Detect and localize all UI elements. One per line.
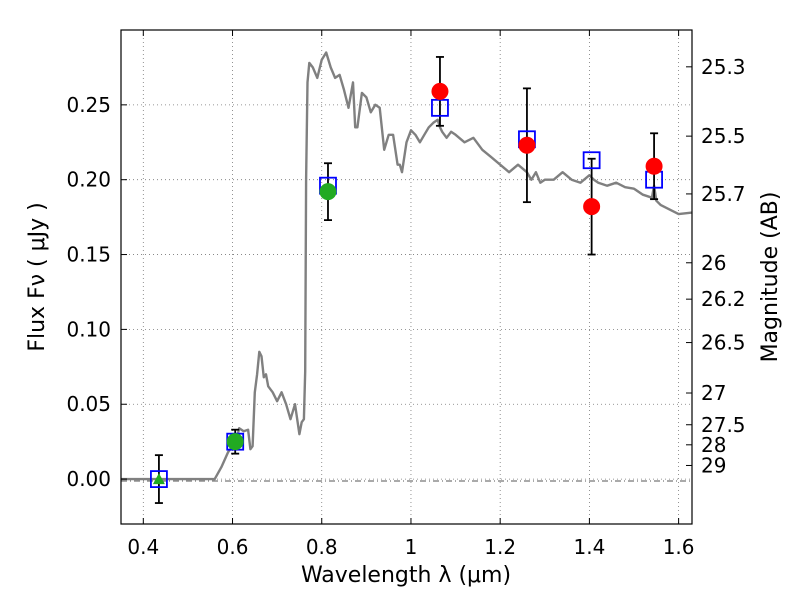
magnitude-tick-label: 26.5 bbox=[701, 331, 746, 355]
marker-layer bbox=[150, 82, 663, 488]
magnitude-tick-label: 28 bbox=[701, 433, 726, 457]
magnitude-tick-label: 25.3 bbox=[701, 55, 746, 79]
observed-nir-point bbox=[583, 198, 601, 216]
y-tick-label: 0.10 bbox=[66, 317, 111, 341]
observed-nir-point bbox=[431, 82, 449, 100]
x-tick-label: 0.4 bbox=[127, 535, 159, 559]
magnitude-tick-label: 25.7 bbox=[701, 182, 746, 206]
y-tick-label: 0.00 bbox=[66, 467, 111, 491]
plot-frame bbox=[120, 29, 693, 525]
x-tick-label: 0.8 bbox=[306, 535, 338, 559]
magnitude-tick-label: 27.5 bbox=[701, 413, 746, 437]
y-tick-label: 0.25 bbox=[66, 93, 111, 117]
model-band-square bbox=[150, 470, 168, 488]
y-axis-ticks: 0.00 0.05 0.10 0.15 0.20 0.25 bbox=[66, 93, 127, 491]
y-tick-label: 0.05 bbox=[66, 392, 111, 416]
model-spectrum-line bbox=[121, 51, 693, 481]
x-tick-label: 1.2 bbox=[484, 535, 516, 559]
x-axis-label: Wavelength λ (μm) bbox=[301, 563, 511, 588]
y-axis-label: Flux Fν ( μJy ) bbox=[25, 202, 50, 351]
magnitude-tick-label: 29 bbox=[701, 453, 726, 477]
x-tick-label: 1.4 bbox=[573, 535, 605, 559]
model-spectrum-layer bbox=[121, 51, 693, 481]
magnitude-tick-label: 26.2 bbox=[701, 287, 746, 311]
observed-optical-point bbox=[226, 433, 244, 451]
y-tick-label: 0.15 bbox=[66, 243, 111, 267]
observed-nir-point bbox=[645, 157, 663, 175]
observed-optical-upper-limit bbox=[152, 473, 165, 485]
model-band-square bbox=[582, 151, 601, 170]
x-tick-label: 0.6 bbox=[217, 535, 249, 559]
y-tick-label: 0.20 bbox=[66, 168, 111, 192]
x-tick-label: 1 bbox=[405, 535, 418, 559]
x-tick-label: 1.6 bbox=[663, 535, 695, 559]
plot-background bbox=[121, 30, 692, 524]
x-axis-ticks: 0.4 0.6 0.8 1 1.2 1.4 1.6 bbox=[127, 30, 695, 559]
magnitude-axis-label: Magnitude (AB) bbox=[758, 192, 783, 363]
observed-nir-point bbox=[518, 136, 536, 154]
magnitude-tick-label: 27 bbox=[701, 381, 726, 405]
magnitude-tick-label: 25.5 bbox=[701, 124, 746, 148]
observed-optical-point bbox=[319, 183, 337, 201]
magnitude-tick-label: 26 bbox=[701, 251, 726, 275]
